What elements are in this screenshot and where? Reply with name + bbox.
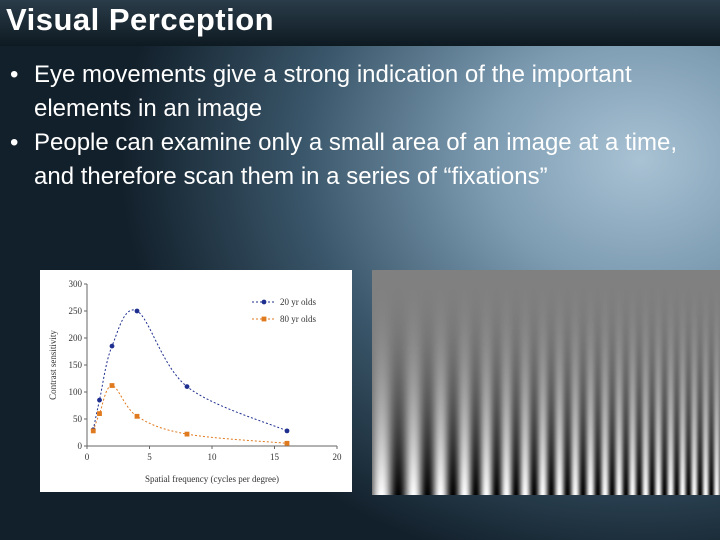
bullet-item: • People can examine only a small area o… xyxy=(10,126,710,194)
data-point xyxy=(134,308,140,314)
grating-image xyxy=(372,270,720,495)
bullet-text: People can examine only a small area of … xyxy=(34,129,678,190)
legend-label: 20 yr olds xyxy=(280,297,316,307)
title-bar: Visual Perception xyxy=(0,0,720,46)
bullet-dot-icon: • xyxy=(10,61,19,88)
y-tick-label: 50 xyxy=(73,414,83,424)
x-tick-label: 5 xyxy=(147,452,152,462)
x-tick-label: 10 xyxy=(208,452,218,462)
y-tick-label: 150 xyxy=(69,360,83,370)
y-axis-label: Contrast sensitivity xyxy=(48,330,58,400)
data-point xyxy=(184,384,190,389)
data-point xyxy=(97,397,102,403)
x-tick-label: 20 xyxy=(333,452,343,462)
legend-marker xyxy=(261,316,267,322)
data-point xyxy=(109,343,115,349)
data-point xyxy=(134,413,140,419)
contrast-sensitivity-chart: 0 50 100 150 200 250 300 0 5 10 15 20 Spatial freque… xyxy=(40,270,352,492)
data-point xyxy=(184,431,190,437)
x-tick-label: 15 xyxy=(270,452,280,462)
legend-marker xyxy=(261,299,267,305)
bullet-text: Eye movements give a strong indication o… xyxy=(34,61,632,122)
legend-label: 80 yr olds xyxy=(280,314,316,324)
slide-title: Visual Perception xyxy=(6,2,275,37)
contrast-sensitivity-grating xyxy=(372,270,720,495)
data-point xyxy=(284,440,290,446)
y-tick-label: 100 xyxy=(69,387,83,397)
data-point xyxy=(97,411,102,416)
bullet-dot-icon: • xyxy=(10,129,19,156)
data-point xyxy=(109,383,115,388)
series-line-0 xyxy=(92,309,288,432)
series-line-1 xyxy=(92,385,288,444)
bullet-item: • Eye movements give a strong indication… xyxy=(10,58,710,126)
y-tick-label: 250 xyxy=(69,306,83,316)
data-point xyxy=(284,428,290,434)
bullet-list: • Eye movements give a strong indication… xyxy=(10,58,710,194)
x-axis-label: Spatial frequency (cycles per degree) xyxy=(145,474,279,484)
y-tick-label: 300 xyxy=(69,279,83,289)
x-tick-label: 0 xyxy=(85,452,90,462)
chart-svg: 0 50 100 150 200 250 300 0 5 10 15 20 Spatial freque… xyxy=(48,279,343,484)
y-tick-label: 200 xyxy=(69,333,83,343)
y-tick-label: 0 xyxy=(78,441,83,451)
data-point xyxy=(90,428,96,434)
